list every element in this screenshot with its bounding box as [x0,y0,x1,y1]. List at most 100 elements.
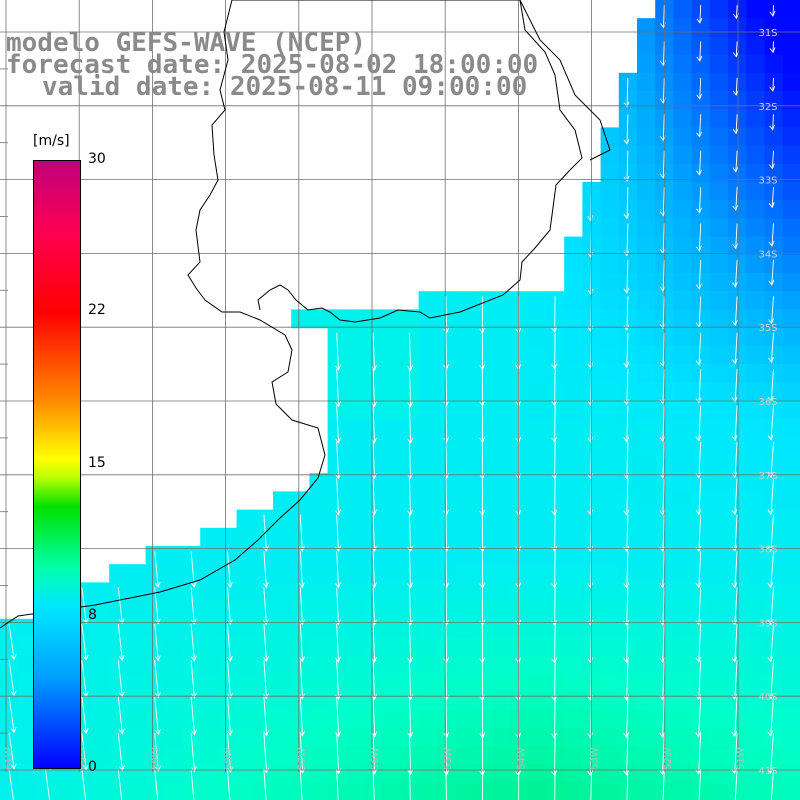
wind-cell [546,746,565,765]
wind-cell [709,182,729,201]
wind-arrow [299,769,303,800]
wind-arrowhead [227,766,234,774]
wind-arrow [554,733,556,776]
wind-cell [673,564,693,583]
wind-cell [728,72,747,92]
wind-cell [418,509,438,529]
wind-cell [655,782,674,800]
wind-arrowhead [551,363,558,370]
wind-cell [182,746,201,765]
wind-arrow [445,332,448,370]
wind-cell [618,673,638,693]
wind-arrowhead [768,279,775,286]
wind-cell [673,418,693,438]
wind-arrowhead [587,399,594,406]
wind-cell [163,655,183,674]
wind-arrow [409,696,412,738]
wind-cell [600,509,620,529]
wind-arrowhead [82,728,89,735]
wind-cell [564,782,583,800]
wind-cell [782,418,800,438]
wind-cell [582,782,602,800]
wind-cell [491,309,511,329]
wind-cell [691,473,711,492]
wind-cell [709,655,729,674]
wind-arrow [445,405,448,443]
wind-cell [364,345,383,365]
wind-cell [691,345,711,365]
wind-cell [764,709,784,729]
wind-cell [91,637,110,656]
wind-cell [764,473,784,492]
wind-cell [527,345,547,365]
wind-cell [673,218,693,238]
wind-cell [564,491,583,511]
wind-cell [764,182,784,201]
wind-cell [491,691,511,711]
wind-arrow [626,369,629,405]
wind-cell [637,145,656,165]
wind-arrow [662,405,665,442]
wind-cell [236,637,256,656]
wind-cell [273,527,292,547]
lon-label: 54W [516,747,527,770]
wind-cell [746,491,765,511]
wind-arrow [154,551,159,587]
wind-cell [546,345,565,365]
wind-arrow [190,551,195,588]
wind-cell [728,564,747,583]
wind-arrowhead [768,240,775,247]
wind-cell [564,364,583,383]
wind-cell [637,436,656,456]
wind-arrowhead [731,435,738,442]
wind-cell [673,655,693,674]
wind-cell [600,618,620,638]
wind-cell [600,382,620,401]
wind-cell [0,746,19,765]
wind-arrow [117,733,123,771]
wind-arrow [735,259,738,287]
wind-cell [273,691,292,711]
wind-arrow [299,660,304,699]
wind-cell [345,400,365,420]
wind-cell [728,764,747,784]
wind-cell [0,709,19,729]
valid-date: valid date: 2025-08-11 09:00:00 [42,72,528,102]
wind-cell [418,400,438,420]
wind-cell [491,637,511,656]
wind-cell [418,364,438,383]
wind-arrow [372,623,376,663]
wind-cell [782,254,800,274]
wind-arrow [445,587,448,626]
wind-cell [91,655,110,674]
lon-label: 53W [590,747,601,770]
wind-cell [637,691,656,711]
wind-arrowhead [82,654,89,661]
wind-cell [782,637,800,656]
lat-label: 40S [758,692,777,703]
wind-arrowhead [696,55,703,62]
wind-cell [418,382,438,401]
wind-cell [364,418,383,438]
wind-cell [491,400,511,420]
wind-cell [764,0,784,19]
wind-cell [309,746,329,765]
wind-cell [728,36,747,56]
wind-arrow [190,769,195,800]
wind-arrow [736,5,738,19]
wind-cell [673,709,693,729]
wind-cell [764,509,784,529]
wind-cell [709,309,729,329]
wind-arrowhead [623,138,630,145]
wind-arrowhead [695,731,702,738]
wind-arrowhead [371,364,377,372]
wind-cell [564,691,583,711]
wind-cell [364,527,383,547]
wind-cell [600,327,620,347]
wind-cell [418,491,438,511]
wind-arrowhead [443,769,450,776]
wind-cell [673,254,693,274]
wind-cell [291,564,310,583]
wind-cell [364,382,383,401]
wind-cell [637,618,656,638]
